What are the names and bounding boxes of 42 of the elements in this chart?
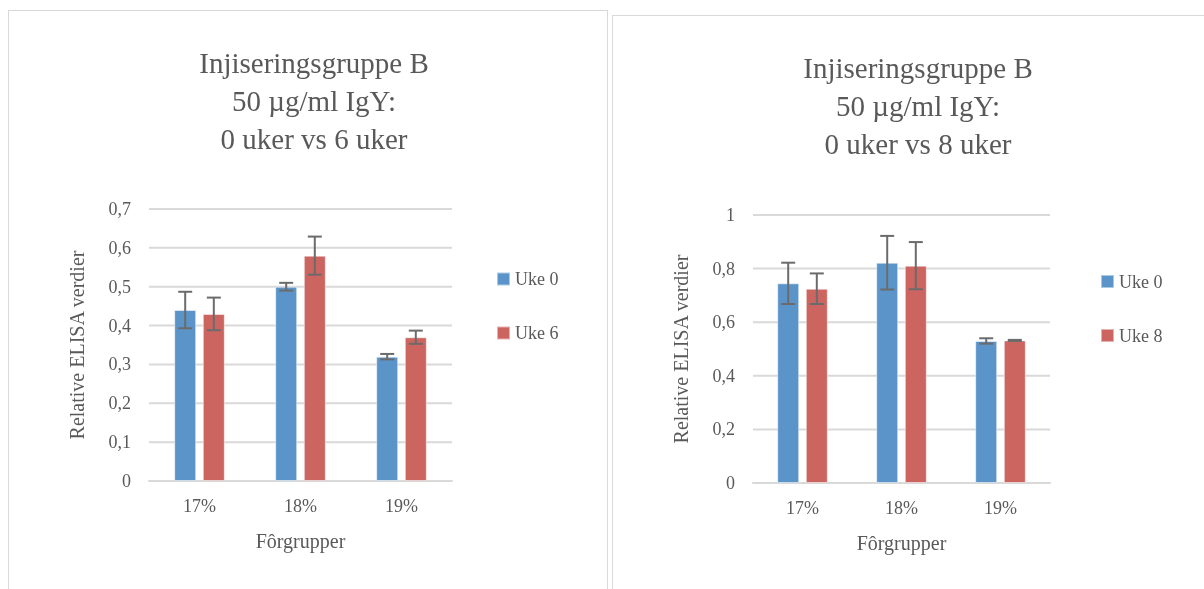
legend-label: Uke 6 [515,323,559,343]
y-tick-label: 0 [122,471,131,491]
x-tick-label: 18% [885,498,918,518]
bar [404,337,427,481]
y-tick-label: 0,2 [108,393,131,414]
bar [174,310,197,481]
x-tick-label: 18% [284,496,317,516]
bar [275,286,298,481]
y-tick-label: 0,2 [712,419,735,440]
x-axis-title: Fôrgrupper [255,530,346,553]
chart-title: Injiseringsgruppe B 50 µg/ml IgY: 0 uker vs 8 uker [803,52,1033,160]
y-tick-label: 1 [726,205,735,225]
bar [904,265,927,483]
y-tick-label: 0,8 [712,258,735,279]
x-tick-label: 17% [786,498,819,518]
y-axis-title: Relative ELISA verdier [670,254,692,444]
bar [975,340,998,483]
bar [303,255,326,481]
y-tick-label: 0,7 [108,199,131,219]
x-tick-label: 19% [984,498,1017,518]
legend-label: Uke 0 [1119,271,1163,292]
bar [202,313,225,481]
y-tick-label: 0,4 [108,315,131,336]
bar [876,262,899,483]
y-tick-label: 0 [726,473,735,493]
y-tick-label: 0,3 [108,354,131,375]
y-tick-label: 0,5 [108,276,131,297]
y-tick-label: 0,6 [108,237,131,258]
bar [805,288,828,483]
chart-title: Injiseringsgruppe B 50 µg/ml IgY: 0 uker vs 6 uker [199,47,429,155]
y-tick-label: 0,1 [108,432,131,453]
legend-label: Uke 0 [515,269,559,289]
bar [1003,340,1026,483]
x-tick-label: 17% [183,496,216,516]
bar [376,356,399,481]
x-axis-title: Fôrgrupper [856,532,947,555]
x-tick-label: 19% [385,496,418,516]
y-tick-label: 0,6 [712,312,735,333]
bar [777,283,800,483]
y-axis-title: Relative ELISA verdier [66,250,88,440]
y-tick-label: 0,4 [712,365,735,386]
legend-label: Uke 8 [1119,325,1163,346]
